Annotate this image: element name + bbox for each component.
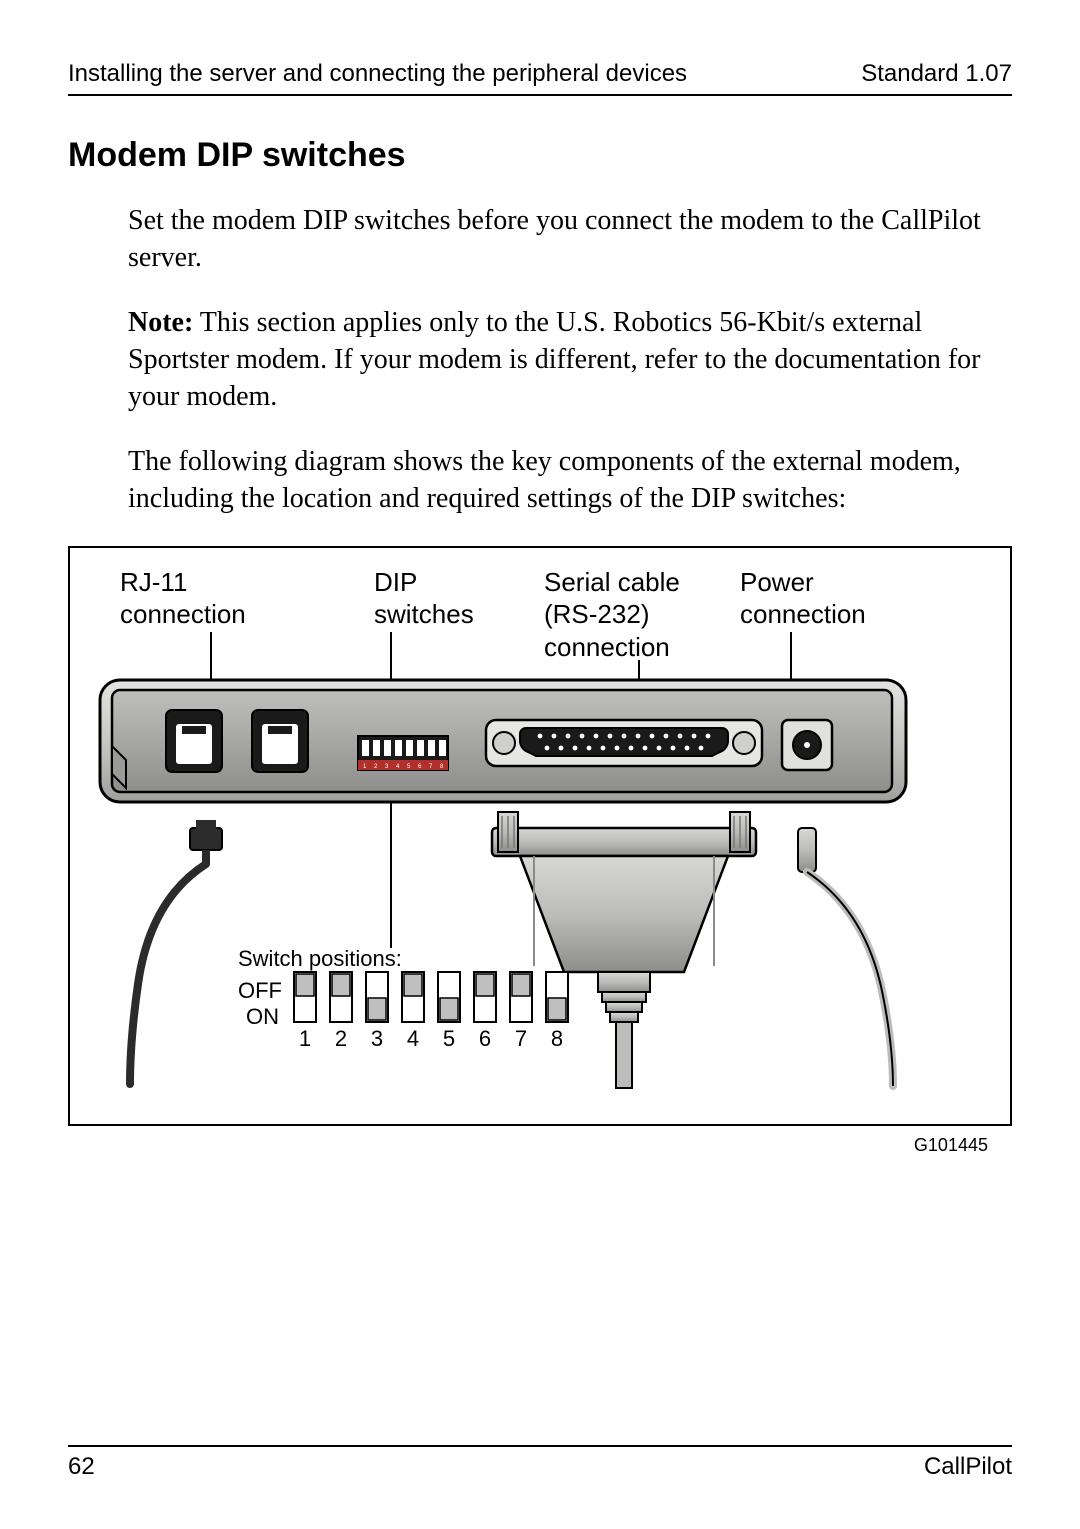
header-left: Installing the server and connecting the… xyxy=(68,60,687,88)
svg-text:8: 8 xyxy=(551,1026,563,1051)
serial-port xyxy=(486,720,762,766)
note-label: Note: xyxy=(128,307,193,338)
label-serial: Serial cable (RS-232) connection xyxy=(544,566,680,664)
rj11-cable xyxy=(130,820,222,1084)
power-jack xyxy=(782,720,832,770)
svg-text:1: 1 xyxy=(299,1026,311,1051)
modem-diagram-svg: 1234 5678 xyxy=(90,652,990,1092)
modem-figure: RJ-11 connection DIP switches Serial cab… xyxy=(68,546,1012,1126)
svg-text:5: 5 xyxy=(443,1026,455,1051)
serial-cable xyxy=(492,812,756,1088)
paragraph-note: Note: This section applies only to the U… xyxy=(128,305,1012,416)
label-power-l2: connection xyxy=(740,598,866,631)
note-body: This section applies only to the U.S. Ro… xyxy=(128,307,980,412)
paragraph-1: Set the modem DIP switches before you co… xyxy=(128,203,1012,277)
page-number: 62 xyxy=(68,1453,95,1481)
svg-text:6: 6 xyxy=(479,1026,491,1051)
label-rj11-l1: RJ-11 xyxy=(120,566,246,599)
running-footer: 62 CallPilot xyxy=(68,1445,1012,1481)
figure-id: G101445 xyxy=(914,1135,988,1156)
svg-text:4: 4 xyxy=(407,1026,419,1051)
label-power: Power connection xyxy=(740,566,866,631)
footer-brand: CallPilot xyxy=(924,1453,1012,1481)
switch-positions-diagram xyxy=(294,972,568,1022)
power-cable xyxy=(798,828,893,1086)
label-serial-l2: (RS-232) xyxy=(544,598,680,631)
section-heading: Modem DIP switches xyxy=(68,136,1012,175)
label-dip-l2: switches xyxy=(374,598,474,631)
header-right: Standard 1.07 xyxy=(861,60,1012,88)
svg-text:2: 2 xyxy=(335,1026,347,1051)
document-page: Installing the server and connecting the… xyxy=(0,0,1080,1529)
paragraph-3: The following diagram shows the key comp… xyxy=(128,444,1012,518)
running-header: Installing the server and connecting the… xyxy=(68,60,1012,96)
label-rj11-l2: connection xyxy=(120,598,246,631)
label-rj11: RJ-11 connection xyxy=(120,566,246,631)
label-power-l1: Power xyxy=(740,566,866,599)
label-serial-l1: Serial cable xyxy=(544,566,680,599)
svg-text:7: 7 xyxy=(515,1026,527,1051)
rj11-port-2 xyxy=(252,710,308,772)
svg-text:3: 3 xyxy=(371,1026,383,1051)
label-dip: DIP switches xyxy=(374,566,474,631)
rj11-port-1 xyxy=(166,710,222,772)
dip-switch-bank: 1234 5678 xyxy=(358,736,448,770)
label-dip-l1: DIP xyxy=(374,566,474,599)
